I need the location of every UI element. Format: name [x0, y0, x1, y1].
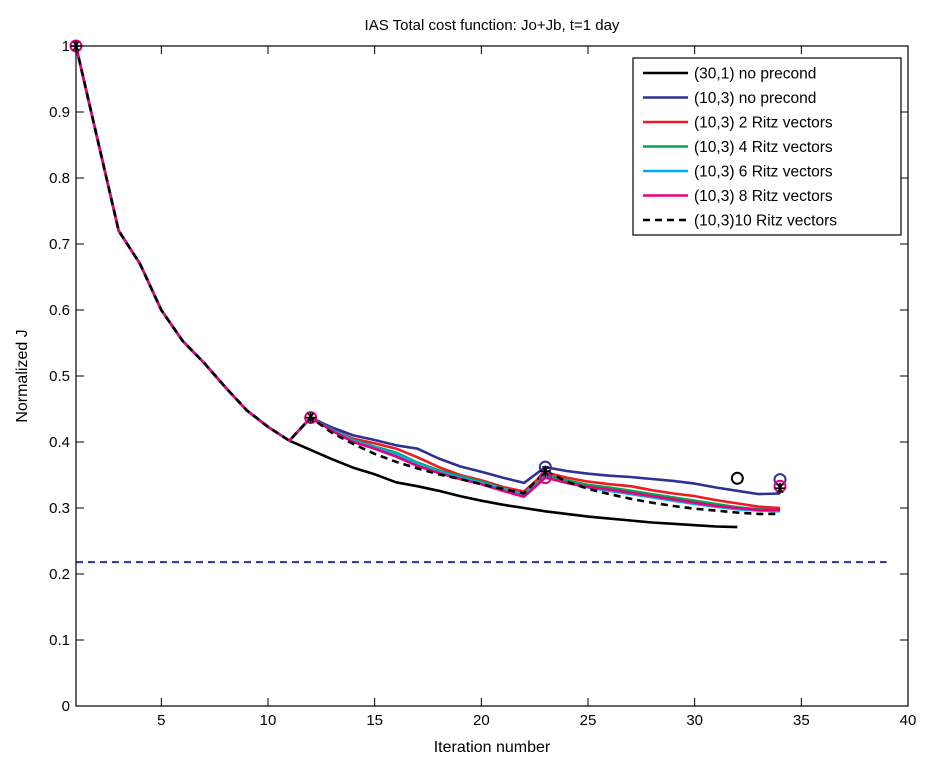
- chart-title: IAS Total cost function: Jo+Jb, t=1 day: [365, 17, 620, 34]
- x-tick-label: 25: [580, 712, 597, 729]
- legend-label: (10,3) 2 Ritz vectors: [694, 115, 833, 132]
- y-tick-label: 0.8: [49, 170, 70, 187]
- x-tick-label: 20: [473, 712, 490, 729]
- y-tick-label: 0.3: [49, 500, 70, 517]
- marker-10-3-10-ritz-vectors-2: [539, 465, 551, 477]
- legend-label: (10,3) 4 Ritz vectors: [694, 139, 833, 156]
- x-tick-label: 15: [366, 712, 383, 729]
- marker-30-1-no-precond-0: [730, 471, 744, 485]
- y-axis-label: Normalized J: [14, 329, 31, 422]
- legend-label: (10,3) 8 Ritz vectors: [694, 188, 833, 205]
- y-tick-label: 0.7: [49, 236, 70, 253]
- series-line-10-3-10-ritz-vectors: [74, 45, 780, 516]
- legend-item-10-3-8-ritz-vectors: (10,3) 8 Ritz vectors: [643, 188, 833, 205]
- legend-label: (10,3)10 Ritz vectors: [694, 213, 837, 230]
- legend-label: (10,3) no precond: [694, 90, 816, 107]
- legend-label: (30,1) no precond: [694, 66, 816, 83]
- legend: (30,1) no precond (10,3) no precond (10,3)…: [632, 57, 902, 236]
- tick-layer: 5 10 15 20 25 30 35 40 0 0.1 0.2 0.3 0.4 0.5 0.6 0.7 0.8…: [49, 38, 916, 729]
- series-line-10-3-8-ritz-vectors: [74, 45, 780, 512]
- y-tick-label: 0.1: [49, 632, 70, 649]
- x-tick-label: 35: [793, 712, 810, 729]
- series-layer: [74, 45, 781, 529]
- y-tick-label: 0.4: [49, 434, 70, 451]
- x-tick-label: 30: [686, 712, 703, 729]
- legend-item-10-3-10-ritz-vectors: (10,3)10 Ritz vectors: [643, 213, 837, 230]
- legend-item-10-3-2-ritz-vectors: (10,3) 2 Ritz vectors: [643, 115, 833, 132]
- legend-item-10-3-no-precond: (10,3) no precond: [643, 90, 816, 107]
- x-tick-label: 5: [157, 712, 165, 729]
- marker-10-3-10-ritz-vectors-3: [774, 482, 786, 494]
- x-tick-label: 40: [900, 712, 917, 729]
- legend-item-10-3-6-ritz-vectors: (10,3) 6 Ritz vectors: [643, 164, 833, 181]
- y-tick-label: 1: [62, 38, 70, 55]
- legend-item-30-1-no-precond: (30,1) no precond: [643, 66, 816, 83]
- x-axis-label: Iteration number: [434, 739, 551, 756]
- y-tick-label: 0.6: [49, 302, 70, 319]
- y-tick-label: 0: [62, 698, 70, 715]
- y-tick-label: 0.9: [49, 104, 70, 121]
- x-tick-label: 10: [260, 712, 277, 729]
- legend-label: (10,3) 6 Ritz vectors: [694, 164, 833, 181]
- marker-10-3-10-ritz-vectors-1: [305, 412, 317, 424]
- legend-item-10-3-4-ritz-vectors: (10,3) 4 Ritz vectors: [643, 139, 833, 156]
- y-tick-label: 0.2: [49, 566, 70, 583]
- y-tick-label: 0.5: [49, 368, 70, 385]
